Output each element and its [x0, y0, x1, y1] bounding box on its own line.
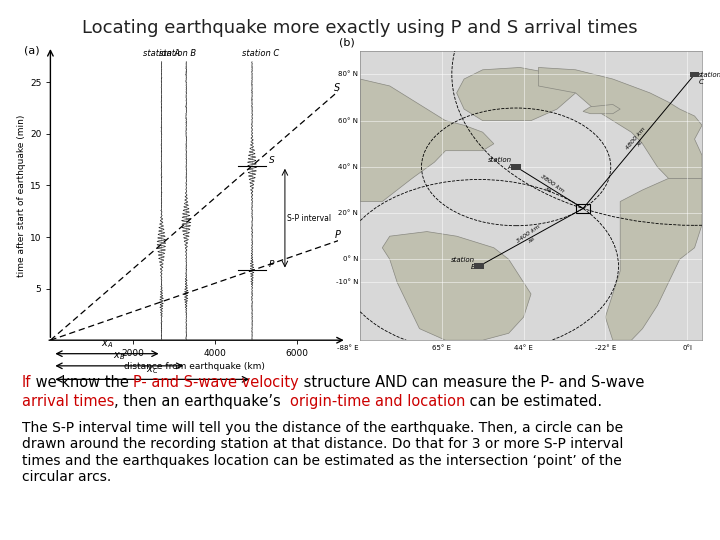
Polygon shape: [456, 68, 594, 120]
Text: 4800 km
$x_C$: 4800 km $x_C$: [624, 126, 653, 157]
Text: station: station: [451, 256, 475, 262]
Text: 3800 km
$x_A$: 3800 km $x_A$: [534, 174, 565, 201]
Polygon shape: [583, 104, 620, 114]
Text: , then an earthquake’s: , then an earthquake’s: [114, 394, 290, 409]
Text: 0° N: 0° N: [343, 256, 358, 262]
Text: can be estimated.: can be estimated.: [465, 394, 603, 409]
Text: (a): (a): [24, 45, 40, 56]
Text: we know the: we know the: [31, 375, 133, 390]
Text: $x_B$: $x_B$: [113, 350, 125, 362]
Text: -88° E: -88° E: [336, 345, 358, 351]
Polygon shape: [539, 68, 702, 178]
Text: C: C: [698, 79, 703, 85]
Text: S-P interval: S-P interval: [287, 214, 331, 222]
Text: 0°I: 0°I: [682, 345, 692, 351]
Text: 44° E: 44° E: [514, 345, 533, 351]
Text: 20° N: 20° N: [338, 210, 358, 216]
Text: P: P: [334, 230, 340, 240]
Bar: [511, 164, 521, 170]
Polygon shape: [606, 178, 702, 340]
Text: $x_C$: $x_C$: [146, 364, 158, 376]
Text: 65° E: 65° E: [432, 345, 451, 351]
Bar: [474, 264, 484, 269]
Y-axis label: time after start of earthquake (min): time after start of earthquake (min): [17, 114, 26, 277]
Text: (b): (b): [340, 37, 355, 48]
Bar: [690, 71, 699, 77]
Polygon shape: [382, 232, 531, 340]
Text: 80° N: 80° N: [338, 71, 358, 77]
Text: arrival times: arrival times: [22, 394, 114, 409]
Text: $x_A$: $x_A$: [101, 338, 113, 350]
Text: S: S: [269, 156, 274, 165]
Text: Locating earthquake more exactly using P and S arrival times: Locating earthquake more exactly using P…: [82, 19, 638, 37]
Text: station: station: [698, 72, 720, 78]
Polygon shape: [360, 79, 494, 201]
Text: P: P: [269, 260, 274, 269]
Text: S: S: [334, 83, 341, 92]
Text: If: If: [22, 375, 31, 390]
Text: station B: station B: [159, 50, 197, 58]
Text: A: A: [508, 164, 513, 170]
Text: origin-time and location: origin-time and location: [290, 394, 465, 409]
Text: P- and S-wave velocity: P- and S-wave velocity: [133, 375, 300, 390]
X-axis label: distance from earthquake (km): distance from earthquake (km): [124, 362, 265, 372]
Text: station C: station C: [242, 50, 279, 58]
Text: 3400 km
$x_B$: 3400 km $x_B$: [516, 224, 546, 251]
Text: structure AND can measure the P- and S-wave: structure AND can measure the P- and S-w…: [300, 375, 644, 390]
Text: 60° N: 60° N: [338, 118, 358, 124]
Bar: [575, 204, 590, 213]
Text: -10° N: -10° N: [336, 279, 358, 286]
Text: station A: station A: [143, 50, 180, 58]
Text: B: B: [470, 264, 475, 269]
Text: -22° E: -22° E: [595, 345, 616, 351]
Text: station: station: [488, 157, 513, 163]
Text: 40° N: 40° N: [338, 164, 358, 170]
Text: The S-P interval time will tell you the distance of the earthquake. Then, a circ: The S-P interval time will tell you the …: [22, 421, 623, 484]
